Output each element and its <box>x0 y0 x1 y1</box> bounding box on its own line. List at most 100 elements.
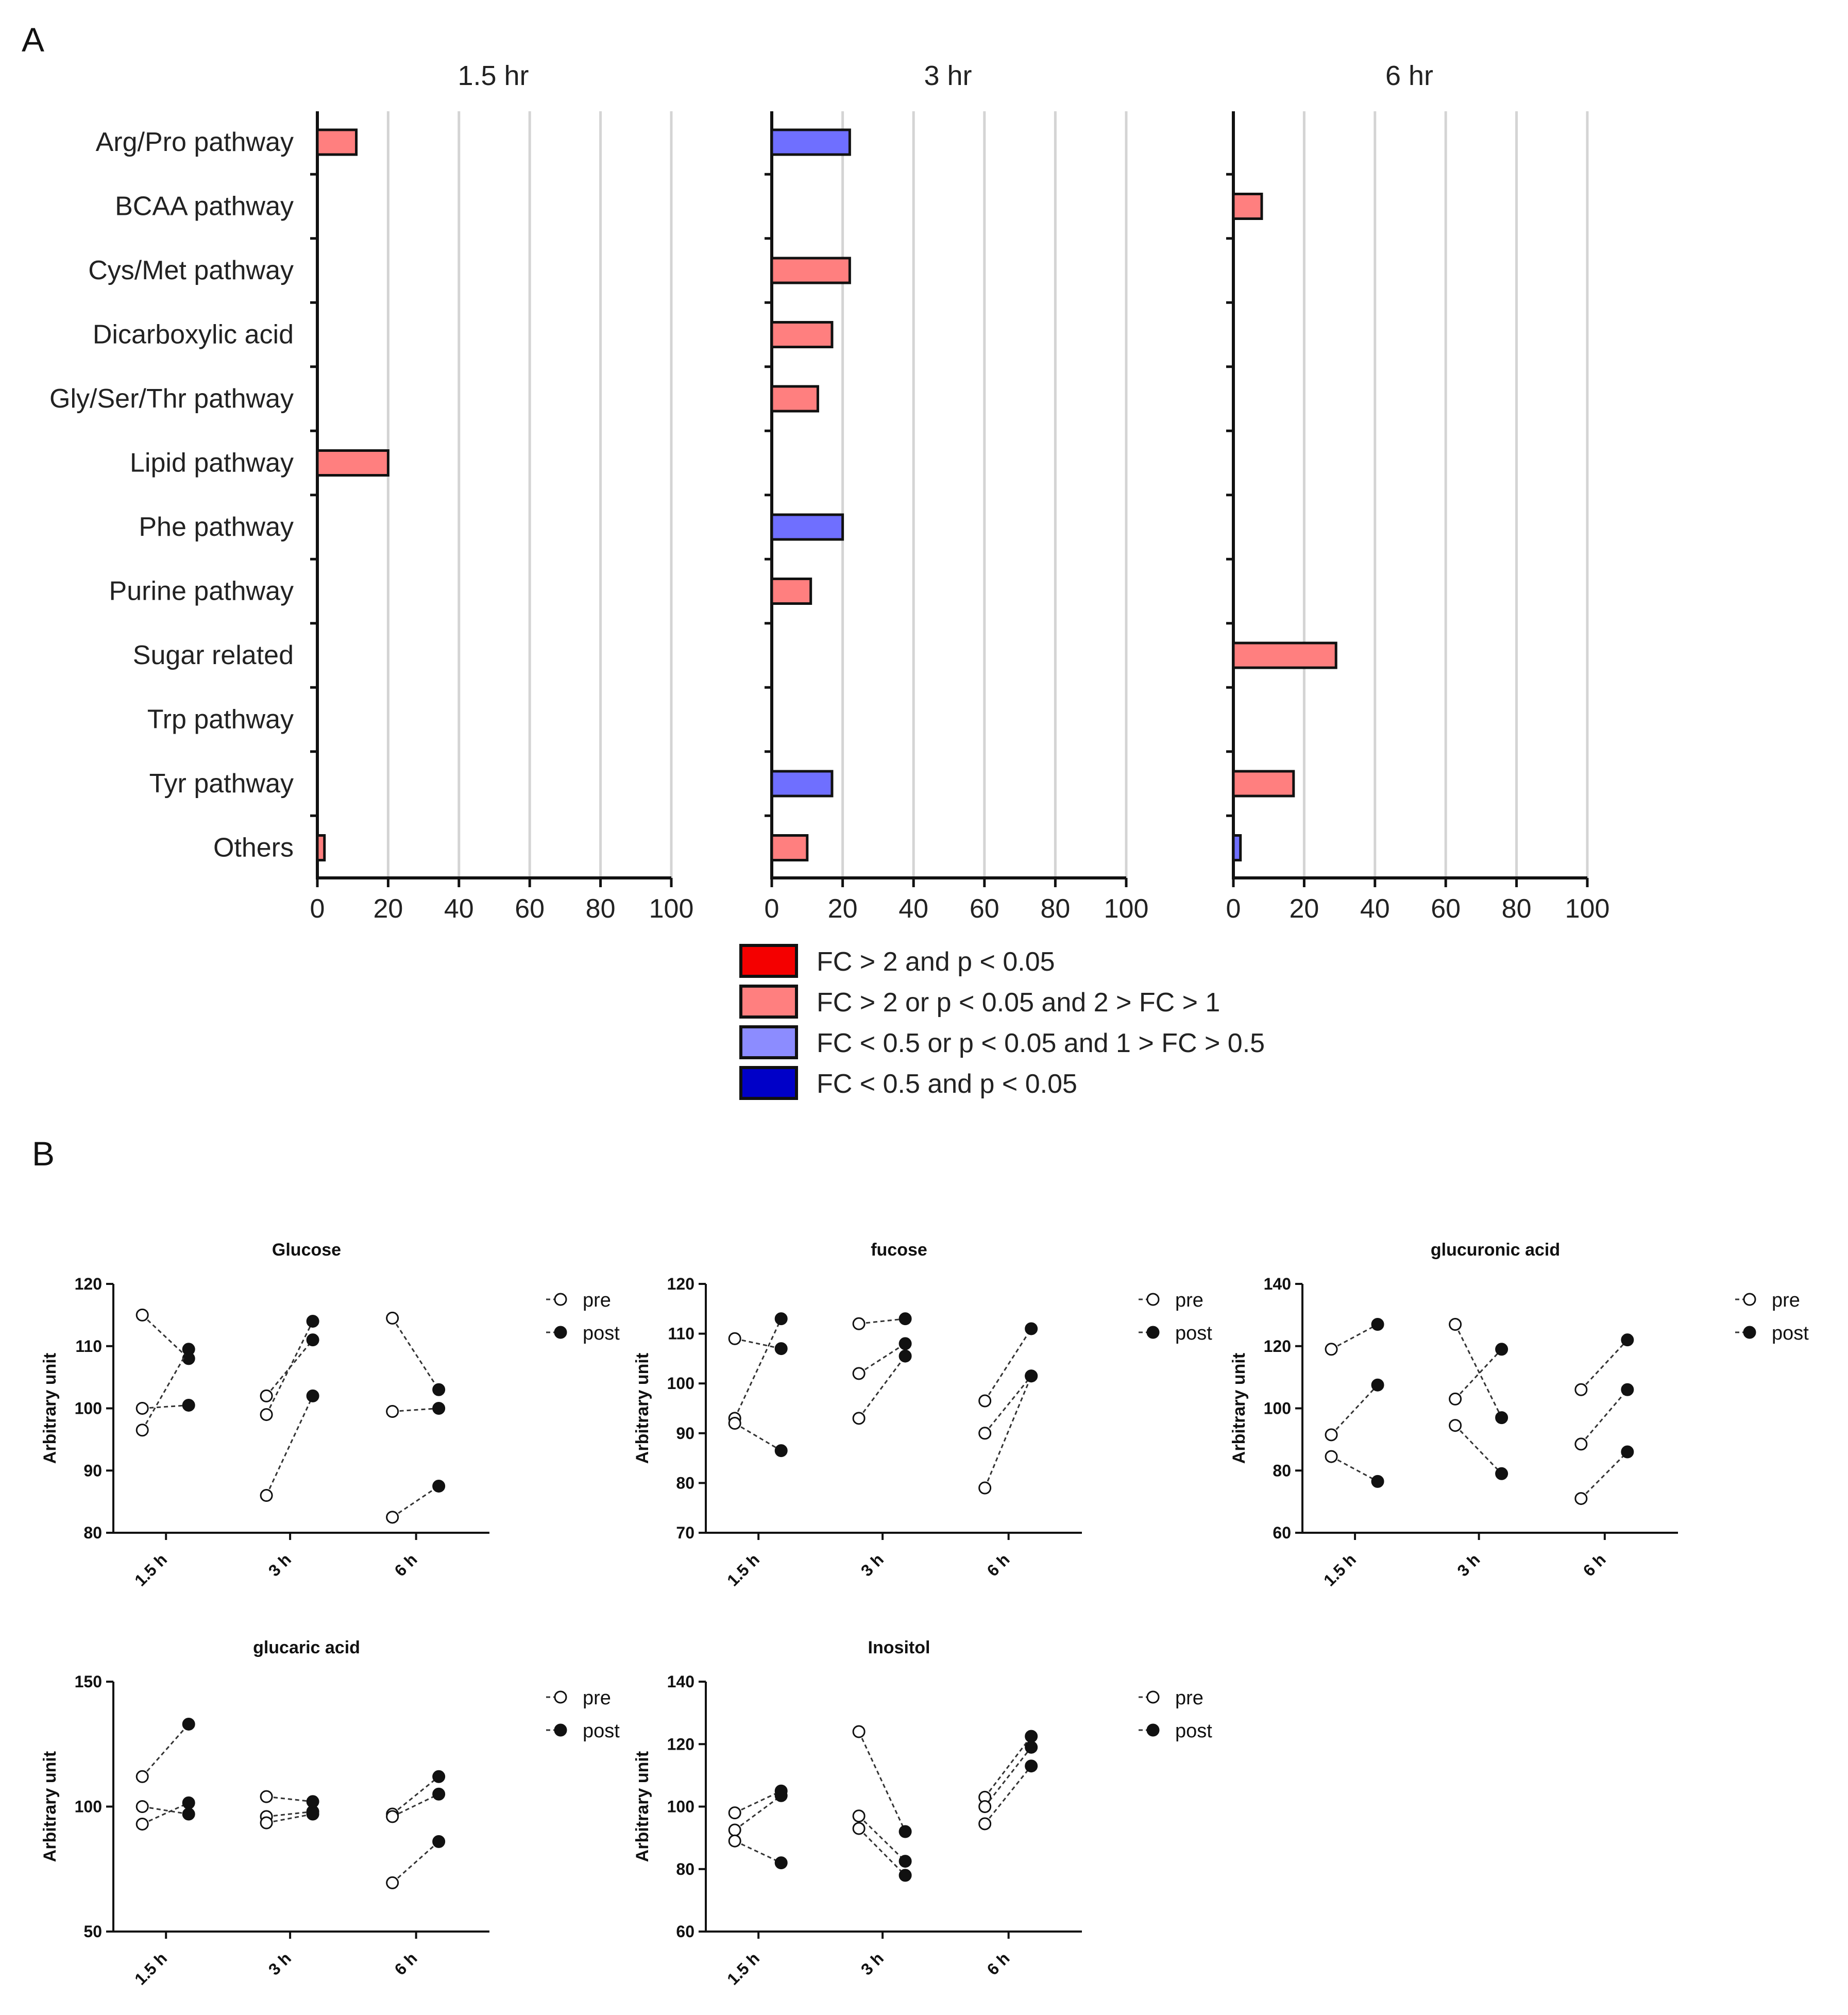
pre-point <box>852 1725 866 1738</box>
bar-purine-pathway <box>770 578 812 605</box>
bar-category-label: Cys/Met pathway <box>88 256 294 285</box>
post-point <box>1025 1759 1038 1773</box>
post-point <box>898 1337 912 1350</box>
bar-x-tick-label: 20 <box>828 894 858 924</box>
bar-others <box>1232 834 1242 861</box>
bar-category-label: Gly/Ser/Thr pathway <box>49 384 294 414</box>
scatter-legend-marker-post <box>1146 1723 1160 1737</box>
scatter-x-tick-label: 3 h <box>265 1949 295 1978</box>
pre-point <box>1325 1343 1338 1356</box>
paired-line <box>858 1318 906 1325</box>
paired-scatter-glucaric-acid: glucaric acid 50 100 150 1.5 h 3 h 6 h Arbitrar… <box>40 1638 620 1989</box>
post-point <box>1025 1369 1038 1383</box>
paired-line <box>1580 1389 1628 1445</box>
pre-point <box>728 1416 741 1430</box>
bar-x-tick-label: 40 <box>444 894 474 924</box>
scatter-y-tick-label: 120 <box>75 1275 102 1293</box>
legend-swatch <box>739 1025 798 1059</box>
bar-x-tick-label: 0 <box>1226 894 1241 924</box>
scatter-x-tick-label: 3 h <box>1453 1550 1483 1580</box>
scatter-x-tick-label: 6 h <box>1580 1550 1609 1580</box>
paired-line <box>734 1790 782 1814</box>
pre-point <box>978 1394 992 1408</box>
scatter-x-tick-label: 6 h <box>391 1949 420 1978</box>
scatter-x-tick-label: 1.5 h <box>723 1949 763 1988</box>
scatter-y-tick-label: 100 <box>75 1399 102 1418</box>
post-point <box>774 1342 788 1356</box>
bar-x-tick-label: 100 <box>649 894 694 924</box>
pre-point <box>852 1317 866 1330</box>
paired-line <box>266 1813 313 1824</box>
scatter-y-tick-label: 100 <box>667 1374 694 1393</box>
scatter-y-axis-label: Arbitrary unit <box>40 1353 60 1464</box>
pre-point <box>852 1809 866 1823</box>
paired-line <box>984 1376 1032 1488</box>
paired-line <box>858 1343 906 1375</box>
scatter-y-tick-label: 90 <box>83 1461 102 1480</box>
scatter-y-tick-label: 140 <box>667 1672 694 1691</box>
paired-line <box>1454 1324 1502 1418</box>
bar-x-tick-label: 60 <box>1431 894 1461 924</box>
paired-line <box>392 1841 439 1884</box>
pre-point <box>1325 1450 1338 1463</box>
pre-point <box>135 1800 149 1813</box>
bar-x-tick-label: 40 <box>1360 894 1390 924</box>
pre-point <box>386 1511 399 1524</box>
pre-point <box>1325 1428 1338 1442</box>
pre-point <box>728 1834 741 1848</box>
post-point <box>898 1869 912 1882</box>
scatter-y-tick-label: 140 <box>1264 1275 1291 1293</box>
paired-line <box>392 1485 439 1518</box>
scatter-y-tick-label: 80 <box>676 1474 694 1492</box>
pre-point <box>728 1806 741 1820</box>
pre-point <box>260 1816 273 1830</box>
bar-sugar-related <box>1232 641 1337 669</box>
scatter-legend-label: pre <box>1175 1687 1203 1709</box>
paired-line <box>984 1375 1032 1434</box>
scatter-y-tick-label: 120 <box>1264 1337 1291 1356</box>
legend-swatch <box>739 1066 798 1100</box>
post-point <box>182 1807 195 1821</box>
scatter-y-tick-label: 120 <box>667 1275 694 1293</box>
scatter-legend-marker-pre <box>554 1293 567 1306</box>
paired-line <box>1580 1339 1628 1391</box>
paired-line <box>734 1423 782 1451</box>
scatter-y-tick-label: 80 <box>83 1523 102 1542</box>
legend-label: FC > 2 and p < 0.05 <box>817 947 1055 977</box>
bar-arg-pro-pathway <box>316 128 358 156</box>
bar-panel-1-5-hr: 1.5 hr 0 20 40 60 80 100 Arg/Pro pathway BCAA pa… <box>49 60 693 924</box>
bar-category-label: Phe pathway <box>139 512 294 542</box>
paired-line <box>1331 1455 1378 1482</box>
scatter-y-tick-label: 110 <box>75 1337 102 1356</box>
scatter-legend-label: pre <box>583 1290 611 1311</box>
legend-swatch <box>739 944 798 978</box>
paired-line <box>984 1747 1032 1807</box>
scatter-y-tick-label: 100 <box>1264 1399 1291 1418</box>
paired-line <box>734 1318 782 1419</box>
scatter-legend-marker-pre <box>1743 1293 1756 1306</box>
post-point <box>1495 1467 1508 1480</box>
pre-point <box>135 1817 149 1831</box>
bar-category-label: Sugar related <box>133 640 294 670</box>
post-point <box>1621 1445 1634 1459</box>
scatter-y-tick-label: 100 <box>75 1798 102 1816</box>
bar-category-label: Others <box>213 833 294 863</box>
bar-category-label: Trp pathway <box>147 705 294 735</box>
scatter-legend-label: post <box>583 1323 620 1344</box>
bar-x-tick-label: 80 <box>586 894 616 924</box>
bar-phe-pathway <box>770 513 844 541</box>
bar-category-label: Lipid pathway <box>130 448 294 478</box>
bar-category-label: BCAA pathway <box>115 192 294 222</box>
pre-point <box>386 1810 399 1823</box>
post-point <box>898 1825 912 1838</box>
post-point <box>1025 1730 1038 1743</box>
bar-x-tick-label: 0 <box>765 894 779 924</box>
pre-point <box>1574 1437 1588 1451</box>
bar-others <box>316 834 326 861</box>
scatter-y-tick-label: 60 <box>676 1922 694 1941</box>
post-point <box>182 1398 195 1412</box>
paired-line <box>1330 1384 1379 1435</box>
post-point <box>1371 1317 1384 1331</box>
paired-scatter-glucuronic-acid: glucuronic acid 60 80 100 120 140 1.5 h 3 h 6 h A… <box>1229 1240 1809 1590</box>
scatter-y-tick-label: 50 <box>83 1922 102 1941</box>
